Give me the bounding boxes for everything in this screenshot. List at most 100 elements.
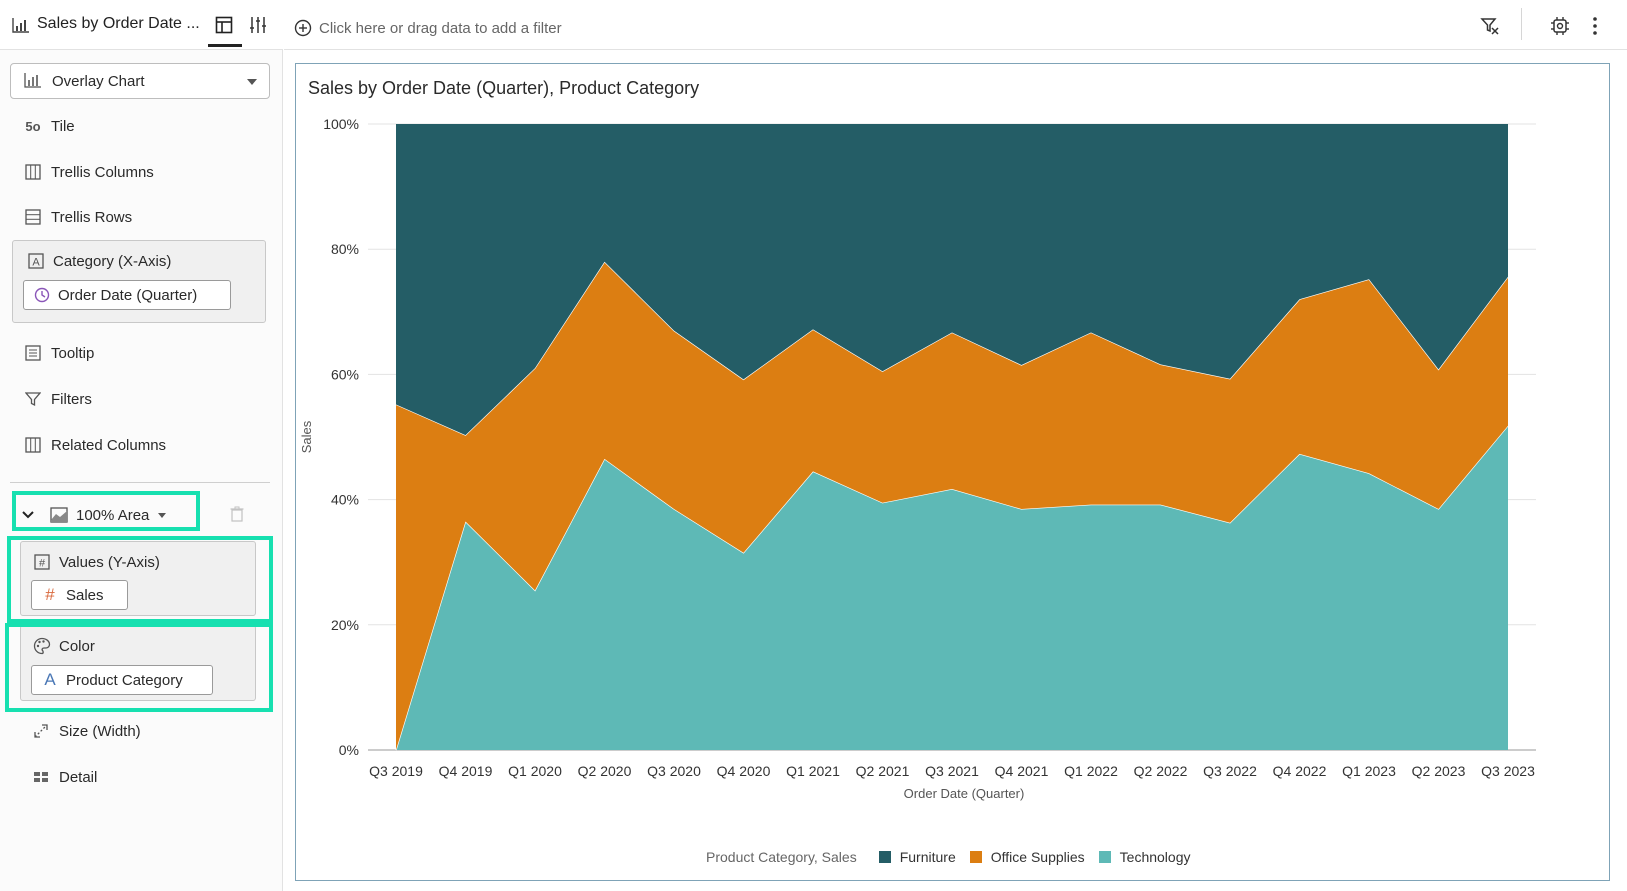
detail-icon bbox=[30, 766, 52, 788]
x-tick-label: Q1 2020 bbox=[508, 763, 562, 779]
y-tick-label: 60% bbox=[331, 366, 359, 382]
trellis-rows-icon bbox=[22, 206, 44, 228]
x-tick-label: Q1 2023 bbox=[1342, 763, 1396, 779]
chart-type-dropdown[interactable]: Overlay Chart bbox=[10, 63, 270, 99]
values-drop-zone[interactable]: # Values (Y-Axis) # Sales bbox=[20, 541, 256, 616]
filter-placeholder[interactable]: Click here or drag data to add a filter bbox=[319, 20, 562, 37]
legend-items: Furniture Office Supplies Technology bbox=[878, 849, 1205, 865]
values-label: Values (Y-Axis) bbox=[59, 553, 160, 571]
chart-type-label: Overlay Chart bbox=[52, 73, 145, 90]
legend-title: Product Category, Sales bbox=[706, 849, 857, 865]
pill-label: Sales bbox=[66, 586, 104, 604]
chart-icon bbox=[10, 14, 32, 36]
grammar-item-detail[interactable]: Detail bbox=[30, 764, 270, 790]
grammar-item-trellis-columns[interactable]: Trellis Columns bbox=[22, 159, 262, 185]
category-drop-zone[interactable]: A Category (X-Axis) Order Date (Quarter) bbox=[12, 240, 266, 323]
legend-item[interactable]: Office Supplies bbox=[969, 849, 1085, 865]
grammar-item-label: Related Columns bbox=[51, 436, 167, 454]
legend-swatch bbox=[1098, 851, 1111, 863]
chevron-down-icon[interactable] bbox=[20, 507, 36, 523]
grammar-item-label: Trellis Rows bbox=[51, 208, 133, 226]
area-technology bbox=[396, 425, 1508, 750]
pill-label: Product Category bbox=[66, 671, 183, 689]
area-office-supplies bbox=[396, 261, 1508, 750]
x-tick-label: Q1 2022 bbox=[1064, 763, 1118, 779]
area-chart[interactable]: 0% 20% 40% 60% 80% 100% Q3 2019 Q4 2019 Q1 2020 Q… bbox=[296, 64, 1609, 880]
active-tab-indicator bbox=[208, 44, 242, 47]
x-tick-label: Q2 2023 bbox=[1412, 763, 1466, 779]
x-tick-label: Q3 2021 bbox=[925, 763, 979, 779]
area-furniture bbox=[396, 124, 1508, 436]
grammar-item-filters[interactable]: Filters bbox=[22, 386, 262, 412]
trellis-columns-icon bbox=[22, 161, 44, 183]
grammar-panel: Sales by Order Date ... Overlay Chart 5o… bbox=[0, 0, 283, 891]
x-axis-title: Order Date (Quarter) bbox=[904, 786, 1025, 801]
hash-icon: # bbox=[45, 585, 55, 604]
tooltip-icon bbox=[22, 342, 44, 364]
category-label: Category (X-Axis) bbox=[53, 252, 172, 270]
filter-icon bbox=[22, 388, 44, 410]
add-filter-icon[interactable] bbox=[294, 19, 312, 42]
measure-axis-icon: # bbox=[31, 551, 53, 573]
caret-down-icon bbox=[158, 512, 167, 518]
sales-pill[interactable]: # Sales bbox=[31, 580, 128, 610]
product-category-pill[interactable]: A Product Category bbox=[31, 665, 213, 695]
grammar-item-label: Filters bbox=[51, 390, 92, 408]
grammar-item-tooltip[interactable]: Tooltip bbox=[22, 340, 262, 366]
grammar-tab-icon[interactable] bbox=[213, 14, 235, 36]
trash-icon[interactable] bbox=[230, 506, 244, 527]
y-tick-label: 40% bbox=[331, 492, 359, 508]
grammar-item-size[interactable]: Size (Width) bbox=[30, 718, 270, 744]
chevron-down-icon bbox=[247, 79, 257, 85]
x-tick-label: Q4 2021 bbox=[995, 763, 1049, 779]
toolbar-divider bbox=[1521, 8, 1522, 40]
visualization-canvas[interactable]: Sales by Order Date (Quarter), Product C… bbox=[295, 63, 1610, 881]
chart-legend: Product Category, Sales Furniture Office … bbox=[706, 847, 1204, 867]
legend-label: Technology bbox=[1119, 849, 1191, 865]
x-tick-label: Q3 2020 bbox=[647, 763, 701, 779]
grammar-item-label: Size (Width) bbox=[59, 722, 141, 740]
related-columns-icon bbox=[22, 434, 44, 456]
divider bbox=[10, 482, 270, 483]
color-drop-zone[interactable]: Color A Product Category bbox=[20, 625, 256, 701]
x-tick-label: Q2 2021 bbox=[856, 763, 910, 779]
order-date-pill[interactable]: Order Date (Quarter) bbox=[23, 280, 231, 310]
clock-icon bbox=[32, 285, 52, 305]
svg-text:#: # bbox=[39, 558, 46, 570]
layer-type-label: 100% Area bbox=[76, 506, 150, 524]
color-title: Color bbox=[31, 635, 95, 657]
auto-insights-icon[interactable] bbox=[1550, 16, 1570, 41]
svg-text:A: A bbox=[32, 257, 40, 269]
grammar-item-label: Detail bbox=[59, 768, 98, 786]
overlay-chart-icon bbox=[24, 72, 42, 93]
pill-label: Order Date (Quarter) bbox=[58, 286, 198, 304]
more-options-icon[interactable] bbox=[1592, 16, 1598, 41]
legend-label: Furniture bbox=[899, 849, 956, 865]
filter-bar[interactable]: Click here or drag data to add a filter bbox=[284, 0, 1627, 50]
legend-swatch bbox=[969, 851, 982, 863]
y-tick-label: 80% bbox=[331, 241, 359, 257]
size-icon bbox=[30, 720, 52, 742]
x-tick-label: Q3 2022 bbox=[1203, 763, 1257, 779]
grammar-item-label: Tile bbox=[51, 117, 75, 135]
x-tick-label: Q3 2023 bbox=[1481, 763, 1535, 779]
grammar-item-related-columns[interactable]: Related Columns bbox=[22, 432, 262, 458]
grammar-item-label: Tooltip bbox=[51, 344, 95, 362]
tile-icon: 5o bbox=[25, 118, 41, 134]
x-tick-label: Q4 2020 bbox=[717, 763, 771, 779]
x-tick-label: Q2 2020 bbox=[578, 763, 632, 779]
y-tick-label: 0% bbox=[339, 742, 359, 758]
layer-type-selector[interactable]: 100% Area bbox=[20, 502, 190, 528]
x-tick-label: Q1 2021 bbox=[786, 763, 840, 779]
filter-toggle-icon[interactable] bbox=[1480, 16, 1500, 41]
color-label: Color bbox=[59, 637, 95, 655]
x-tick-label: Q4 2019 bbox=[439, 763, 493, 779]
legend-item[interactable]: Technology bbox=[1098, 849, 1191, 865]
attribute-axis-icon: A bbox=[25, 250, 47, 272]
grammar-item-tile[interactable]: 5o Tile bbox=[22, 113, 262, 139]
legend-item[interactable]: Furniture bbox=[878, 849, 956, 865]
grammar-item-trellis-rows[interactable]: Trellis Rows bbox=[22, 204, 262, 230]
area-chart-icon bbox=[50, 506, 70, 524]
palette-icon bbox=[31, 635, 53, 657]
properties-tab-icon[interactable] bbox=[247, 14, 269, 36]
